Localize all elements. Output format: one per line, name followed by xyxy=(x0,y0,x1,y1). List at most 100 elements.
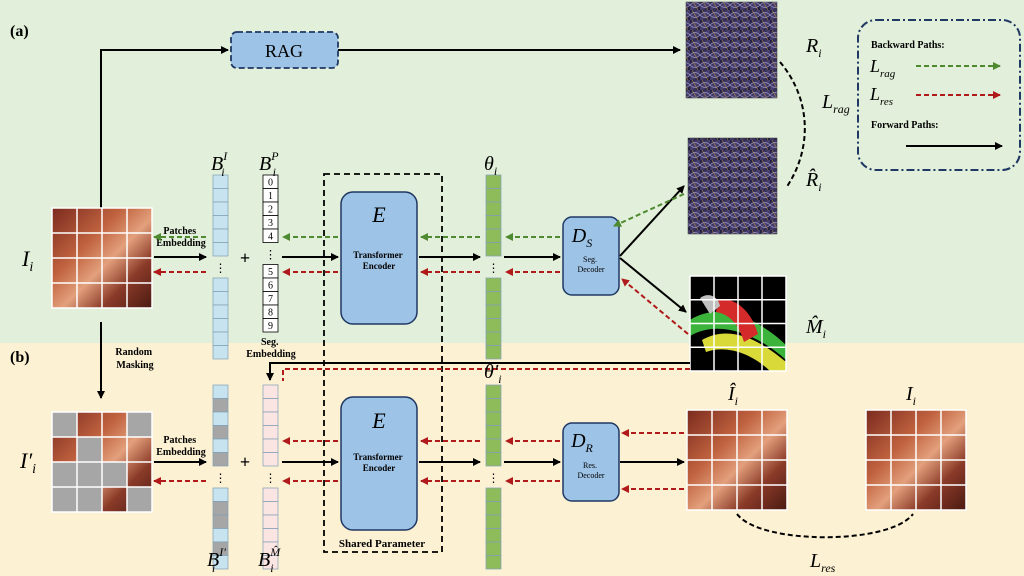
latent-token xyxy=(485,277,502,292)
encoder-symbol-a: E xyxy=(371,202,386,227)
patch-embedding-column-b: ⋮ xyxy=(212,384,229,570)
masked-patch xyxy=(127,487,152,512)
mask-token xyxy=(262,487,279,502)
latent-token xyxy=(485,452,502,467)
latent-token xyxy=(485,331,502,346)
latent-token xyxy=(485,555,502,570)
lrag-curve xyxy=(779,61,806,189)
legend-box xyxy=(857,19,1021,171)
panel-b-label: (b) xyxy=(10,349,30,366)
mask-token xyxy=(262,501,279,516)
mask-token xyxy=(262,555,279,570)
seg-index-number: 3 xyxy=(268,218,273,229)
mask-token xyxy=(262,514,279,529)
lrag-label: Lrag xyxy=(821,91,850,116)
rhat-green-back-arrow xyxy=(613,193,685,227)
patch-token xyxy=(212,304,229,319)
latent-token xyxy=(485,411,502,426)
seg-index-number: 5 xyxy=(268,267,273,278)
seg-index-column: 0 1 2 3 4 ⋮ 5 6 7 8 9 xyxy=(262,174,279,333)
mask-token xyxy=(262,411,279,426)
patch-token xyxy=(212,501,229,516)
masked-patch xyxy=(127,412,152,437)
patch-token xyxy=(212,398,229,413)
reconstructed-rag-image xyxy=(687,137,778,235)
encoder-text-a: Transformer Encoder xyxy=(353,250,404,271)
mhat-label: M̂i xyxy=(805,315,826,341)
latent-token xyxy=(485,242,502,257)
patch-token xyxy=(212,425,229,440)
latent-token xyxy=(485,291,502,306)
segmentation-mask xyxy=(689,275,787,372)
masked-patch xyxy=(52,487,77,512)
patch-token xyxy=(212,331,229,346)
bib-label: BI′ i xyxy=(207,545,226,575)
reconstructed-image-grid xyxy=(686,409,788,511)
panel-b-background xyxy=(0,343,1024,576)
input-image-label: Ii xyxy=(21,246,33,275)
random-masking-label: Random Masking xyxy=(115,347,154,371)
seg-index-cell xyxy=(262,318,279,333)
transformer-encoder-a[interactable] xyxy=(340,191,418,325)
legend-forward-title: Forward Paths: xyxy=(871,120,939,131)
latent-token xyxy=(485,228,502,243)
patch-token xyxy=(212,188,229,203)
seg-index-number: 9 xyxy=(268,321,273,332)
patch-token xyxy=(212,528,229,543)
masked-patch xyxy=(77,437,102,462)
mask-token xyxy=(262,528,279,543)
encoder-text-b: Transformer Encoder xyxy=(353,452,404,473)
bm-label: BM̂ i xyxy=(258,545,281,575)
mask-token xyxy=(262,425,279,440)
seg-index-number: 6 xyxy=(268,281,273,292)
latent-token xyxy=(485,514,502,529)
patch-token xyxy=(212,384,229,399)
column-ellipsis: ⋮ xyxy=(265,471,277,485)
rag-box[interactable] xyxy=(230,31,339,69)
rag-retrieved-image xyxy=(685,1,778,99)
rag-input-line xyxy=(100,46,229,208)
masked-image xyxy=(51,411,153,513)
seg-index-number: 1 xyxy=(268,191,273,202)
theta-label: θi xyxy=(484,153,497,178)
encoder-symbol-b: E xyxy=(371,408,386,433)
seg-index-number: 0 xyxy=(268,178,273,189)
latent-token xyxy=(485,425,502,440)
patch-token xyxy=(212,215,229,230)
mask-token xyxy=(262,438,279,453)
latent-token xyxy=(485,501,502,516)
input-image xyxy=(51,207,153,309)
plus-sign-b: + xyxy=(240,452,250,472)
input-image-grid xyxy=(51,207,153,309)
mhat-red-back-arrow xyxy=(621,278,689,335)
patch-token xyxy=(212,228,229,243)
patch-token xyxy=(212,291,229,306)
masked-patch xyxy=(77,462,102,487)
legend-lrag-label: Lrag xyxy=(869,56,896,80)
reconstructed-image xyxy=(686,409,788,511)
column-ellipsis: ⋮ xyxy=(265,248,277,262)
original-image-grid xyxy=(865,409,967,511)
res-decoder[interactable] xyxy=(562,422,620,502)
transformer-encoder-b[interactable] xyxy=(340,396,418,531)
latent-token xyxy=(485,188,502,203)
mask-grid xyxy=(689,275,787,372)
latent-token xyxy=(485,384,502,399)
patch-token xyxy=(212,555,229,570)
mask-token xyxy=(262,452,279,467)
column-ellipsis: ⋮ xyxy=(488,261,500,275)
mask-token xyxy=(262,384,279,399)
rag-label: RAG xyxy=(265,41,303,61)
seg-index-number: 8 xyxy=(268,308,273,319)
patch-token xyxy=(212,514,229,529)
seg-decoder-symbol: DS xyxy=(571,225,592,250)
seg-index-number: 7 xyxy=(268,294,273,305)
masked-patch xyxy=(52,462,77,487)
seg-index-number: 4 xyxy=(268,232,273,243)
bp-label: BP i xyxy=(259,149,279,179)
latent-token xyxy=(485,487,502,502)
seg-index-number: 2 xyxy=(268,205,273,216)
latent-token xyxy=(485,318,502,333)
masked-patch xyxy=(52,412,77,437)
seg-decoder[interactable] xyxy=(562,216,620,296)
